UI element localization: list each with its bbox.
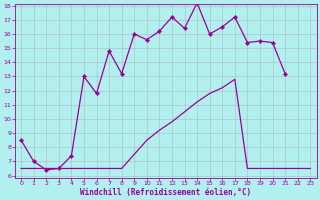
X-axis label: Windchill (Refroidissement éolien,°C): Windchill (Refroidissement éolien,°C) [80, 188, 251, 197]
